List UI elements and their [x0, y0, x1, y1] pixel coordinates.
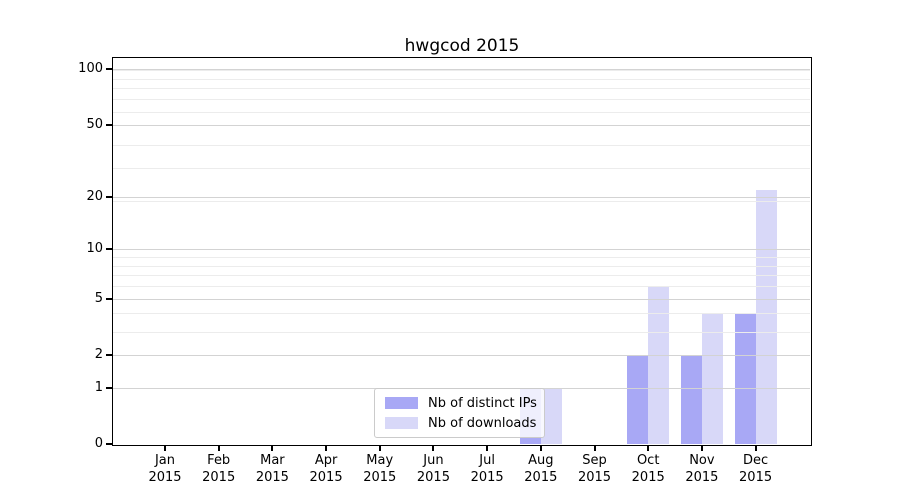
x-tick-label-year: 2015	[255, 470, 289, 485]
x-tick-label-month: Jul	[479, 453, 495, 468]
x-tick-label: Sep 2015	[565, 452, 625, 486]
x-tick-label: Aug 2015	[511, 452, 571, 486]
y-tick-label: 10	[86, 241, 103, 257]
legend-swatch-downloads	[385, 417, 418, 429]
x-tick-label: Oct 2015	[618, 452, 678, 486]
x-tick-label-year: 2015	[470, 470, 504, 485]
y-tick-mark	[106, 123, 112, 126]
x-tick-label-month: Apr	[314, 453, 338, 468]
x-tick-label-year: 2015	[416, 470, 450, 485]
y-tick-label: 0	[94, 436, 103, 451]
x-tick-label-year: 2015	[739, 470, 773, 485]
y-tick-mark	[106, 386, 112, 389]
legend: Nb of distinct IPs Nb of downloads	[374, 388, 545, 438]
x-tick-label-month: Sep	[582, 453, 607, 468]
x-tick-label-year: 2015	[631, 470, 665, 485]
x-tick-label-month: Oct	[636, 453, 660, 468]
x-tick-mark	[325, 446, 328, 451]
x-tick-label-year: 2015	[685, 470, 719, 485]
x-tick-mark	[432, 446, 435, 451]
x-tick-label: Jun 2015	[403, 452, 463, 486]
x-tick-label-month: Jan	[154, 453, 176, 468]
y-tick-label: 1	[94, 379, 103, 395]
legend-swatch-distinct-ips	[385, 397, 418, 409]
x-tick-mark	[593, 446, 596, 451]
y-tick-mark	[106, 195, 112, 198]
x-tick-mark	[754, 446, 757, 451]
y-tick-label: 50	[86, 116, 103, 132]
y-tick-mark	[106, 443, 112, 445]
legend-item: Nb of distinct IPs	[385, 395, 544, 411]
x-tick-label-month: Feb	[207, 453, 231, 468]
x-tick-label-year: 2015	[202, 470, 236, 485]
x-tick-mark	[700, 446, 703, 451]
x-tick-mark	[378, 446, 381, 451]
y-tick-label: 20	[86, 188, 103, 204]
y-tick-label: 5	[94, 290, 103, 306]
x-tick-mark	[271, 446, 274, 451]
chart-title: hwgcod 2015	[404, 36, 520, 56]
y-tick-mark	[106, 248, 112, 251]
y-tick-mark	[106, 297, 112, 300]
x-tick-label: May 2015	[350, 452, 410, 486]
x-tick-label-year: 2015	[524, 470, 558, 485]
x-tick-label: Nov 2015	[672, 452, 732, 486]
x-tick-label-year: 2015	[363, 470, 397, 485]
x-tick-label-year: 2015	[309, 470, 343, 485]
x-tick-label-year: 2015	[577, 470, 612, 485]
legend-item: Nb of downloads	[385, 415, 544, 431]
x-tick-mark	[647, 446, 650, 451]
x-tick-label: Mar 2015	[242, 452, 302, 486]
y-tick-label: 2	[94, 346, 103, 362]
legend-label: Nb of downloads	[428, 415, 537, 431]
y-tick-label: 100	[78, 61, 103, 77]
x-tick-label-month: May	[366, 453, 394, 468]
x-tick-mark	[164, 446, 166, 451]
x-tick-label: Jan 2015	[135, 452, 195, 486]
x-tick-label-month: Aug	[528, 453, 554, 468]
x-tick-label: Dec 2015	[726, 452, 786, 486]
x-tick-mark	[486, 446, 489, 451]
y-tick-mark	[106, 353, 112, 356]
x-tick-label-month: Jun	[423, 453, 444, 468]
x-tick-label-month: Nov	[689, 453, 715, 468]
x-tick-label-year: 2015	[148, 470, 182, 485]
plot-area	[112, 57, 812, 446]
x-tick-label-month: Mar	[260, 453, 285, 468]
x-tick-mark	[217, 446, 220, 451]
legend-label: Nb of distinct IPs	[428, 395, 537, 411]
x-tick-label: Jul 2015	[457, 452, 517, 486]
y-tick-mark	[106, 68, 112, 71]
x-tick-label-month: Dec	[743, 453, 769, 468]
x-tick-label: Apr 2015	[296, 452, 356, 486]
x-tick-label: Feb 2015	[189, 452, 249, 486]
x-tick-mark	[539, 446, 542, 451]
